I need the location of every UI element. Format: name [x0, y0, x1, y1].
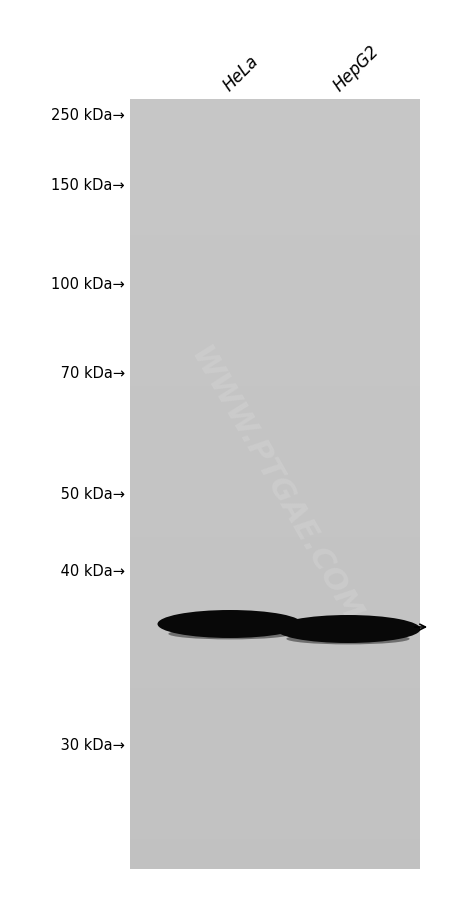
Text: HepG2: HepG2	[330, 42, 383, 95]
Ellipse shape	[286, 633, 410, 645]
Text: 50 kDa→: 50 kDa→	[56, 487, 125, 502]
Text: WWW.PTGAE.COM: WWW.PTGAE.COM	[184, 342, 366, 627]
Text: 100 kDa→: 100 kDa→	[51, 277, 125, 292]
Text: 40 kDa→: 40 kDa→	[56, 564, 125, 579]
Text: 30 kDa→: 30 kDa→	[56, 738, 125, 752]
Text: HeLa: HeLa	[220, 52, 263, 95]
Text: 250 kDa→: 250 kDa→	[51, 107, 125, 123]
Text: 70 kDa→: 70 kDa→	[56, 366, 125, 381]
Ellipse shape	[158, 611, 302, 639]
Ellipse shape	[275, 615, 420, 643]
Text: 150 kDa→: 150 kDa→	[51, 179, 125, 193]
Ellipse shape	[168, 629, 292, 640]
